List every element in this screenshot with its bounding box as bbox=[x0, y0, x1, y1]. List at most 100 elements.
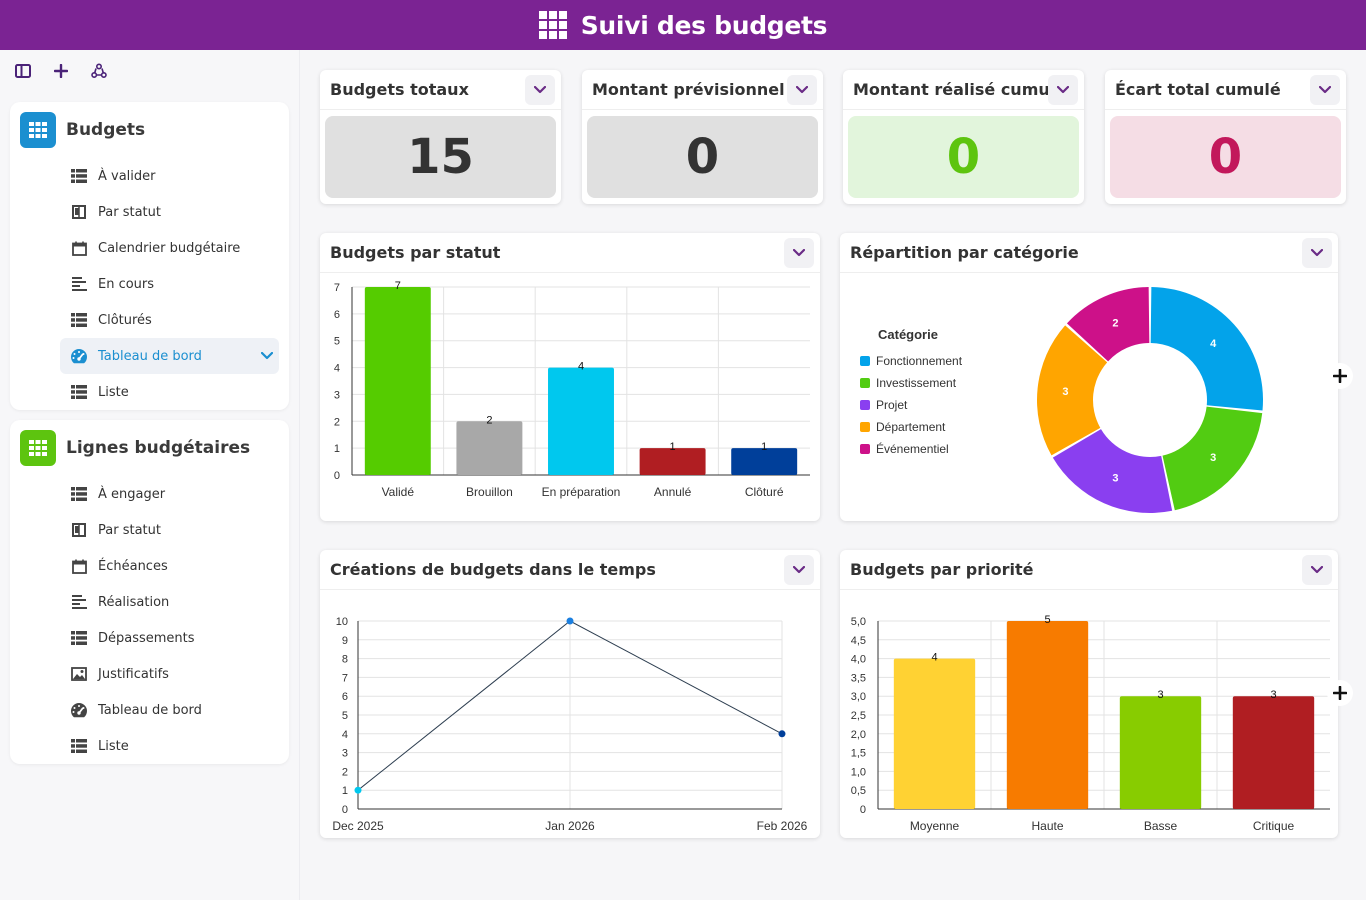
sidebar-item-label: Liste bbox=[98, 384, 129, 400]
sidebar-item-par-statut-lignes[interactable]: Par statut bbox=[60, 512, 279, 548]
table-icon bbox=[70, 383, 88, 401]
y-tick-label: 2 bbox=[342, 766, 348, 778]
y-tick-label: 7 bbox=[334, 282, 340, 294]
x-tick-label: Dec 2025 bbox=[332, 819, 384, 833]
card-menu-button[interactable] bbox=[1310, 74, 1340, 105]
bar bbox=[548, 367, 614, 475]
toggle-sidebar-button[interactable] bbox=[12, 60, 34, 82]
pie-slice bbox=[1150, 287, 1263, 411]
data-label: 3 bbox=[1210, 452, 1216, 464]
y-tick-label: 1,0 bbox=[851, 766, 866, 778]
x-tick-label: Feb 2026 bbox=[757, 819, 808, 833]
data-label: 7 bbox=[395, 280, 401, 292]
kpi-value: 0 bbox=[587, 116, 818, 198]
y-tick-label: 0 bbox=[334, 470, 340, 482]
share-button[interactable] bbox=[88, 60, 110, 82]
dashboard-icon bbox=[70, 347, 88, 365]
x-tick-label: Moyenne bbox=[910, 819, 960, 833]
data-label: 4 bbox=[1210, 338, 1217, 350]
sidebar-item-liste-lignes[interactable]: Liste bbox=[60, 728, 279, 764]
card-menu-button[interactable] bbox=[787, 74, 817, 105]
add-widget-button[interactable] bbox=[1327, 363, 1353, 389]
sidebar-item-justificatifs[interactable]: Justificatifs bbox=[60, 656, 279, 692]
data-label: 4 bbox=[931, 652, 937, 664]
y-tick-label: 4,0 bbox=[851, 654, 866, 666]
sidebar-item-echeances[interactable]: Échéances bbox=[60, 548, 279, 584]
sidebar-item-depassements[interactable]: Dépassements bbox=[60, 620, 279, 656]
bar-chart-status: 0 1 2 3 4 5 6 7 7 Validé 2 Brouillon 4 En préparation… bbox=[334, 280, 810, 499]
data-label: 3 bbox=[1157, 689, 1163, 701]
sidebar-item-calendrier-budgetaire[interactable]: Calendrier budgétaire bbox=[60, 230, 279, 266]
y-tick-label: 10 bbox=[336, 616, 348, 628]
table-icon bbox=[70, 167, 88, 185]
kpi-card-budgets-totaux: Budgets totaux 15 bbox=[320, 70, 561, 204]
card-menu-button[interactable] bbox=[1048, 74, 1078, 105]
chevron-down-icon[interactable] bbox=[260, 349, 274, 364]
sidebar-item-a-engager[interactable]: À engager bbox=[60, 476, 279, 512]
y-tick-label: 9 bbox=[342, 635, 348, 647]
y-tick-label: 8 bbox=[342, 654, 348, 666]
budgets-nav-header[interactable]: Budgets bbox=[10, 102, 289, 158]
y-tick-label: 1,5 bbox=[851, 748, 866, 760]
sidebar-item-liste[interactable]: Liste bbox=[60, 374, 279, 410]
calendar-icon bbox=[70, 557, 88, 575]
kpi-title: Écart total cumulé bbox=[1115, 80, 1281, 99]
card-menu-button[interactable] bbox=[784, 554, 814, 585]
sidebar-item-a-valider[interactable]: À valider bbox=[60, 158, 279, 194]
bar bbox=[731, 448, 798, 475]
legend-label: Événementiel bbox=[876, 441, 949, 456]
add-button[interactable] bbox=[50, 60, 72, 82]
table-icon bbox=[70, 485, 88, 503]
card-menu-button[interactable] bbox=[784, 237, 814, 268]
chevron-down-icon bbox=[1311, 248, 1323, 256]
y-tick-label: 0,5 bbox=[851, 785, 866, 797]
data-label: 3 bbox=[1062, 386, 1068, 398]
sidebar: Budgets À valider Par statut Calendrier … bbox=[0, 50, 300, 900]
card-menu-button[interactable] bbox=[525, 74, 555, 105]
y-tick-label: 5,0 bbox=[851, 616, 866, 628]
y-tick-label: 7 bbox=[342, 672, 348, 684]
timeline-icon bbox=[70, 275, 88, 293]
line-chart-timeline: 0 1 2 3 4 5 6 7 8 9 10 Dec 2025 Jan 2026 Feb 2026 bbox=[332, 616, 808, 833]
data-point bbox=[566, 617, 574, 625]
legend-swatch bbox=[860, 422, 870, 432]
bar bbox=[893, 658, 976, 809]
table-icon bbox=[29, 440, 47, 456]
chart-title: Budgets par statut bbox=[330, 243, 501, 262]
kpi-value: 0 bbox=[1110, 116, 1341, 198]
table-icon bbox=[70, 629, 88, 647]
pie-slice bbox=[1037, 325, 1108, 456]
share-icon bbox=[91, 63, 107, 79]
sidebar-item-clotures[interactable]: Clôturés bbox=[60, 302, 279, 338]
bar bbox=[1119, 696, 1202, 809]
sidebar-item-label: En cours bbox=[98, 276, 155, 292]
sidebar-item-realisation[interactable]: Réalisation bbox=[60, 584, 279, 620]
kanban-icon bbox=[70, 203, 88, 221]
y-tick-label: 4 bbox=[342, 729, 348, 741]
data-label: 1 bbox=[761, 441, 767, 453]
lignes-nav-title: Lignes budgétaires bbox=[66, 438, 251, 458]
sidebar-item-tableau-de-bord-lignes[interactable]: Tableau de bord bbox=[60, 692, 279, 728]
bar-chart-priority: 0 0,5 1,0 1,5 2,0 2,5 3,0 3,5 4,0 4,5 5,0 4 Moyenne 5… bbox=[851, 614, 1330, 833]
card-menu-button[interactable] bbox=[1302, 554, 1332, 585]
lignes-nav-header[interactable]: Lignes budgétaires bbox=[10, 420, 289, 476]
kpi-title: Montant prévisionnel cumulé bbox=[592, 80, 787, 99]
sidebar-item-par-statut[interactable]: Par statut bbox=[60, 194, 279, 230]
card-menu-button[interactable] bbox=[1302, 237, 1332, 268]
plus-icon bbox=[1333, 369, 1347, 383]
add-widget-button[interactable] bbox=[1327, 680, 1353, 706]
chart-title: Répartition par catégorie bbox=[850, 243, 1079, 262]
plus-icon bbox=[54, 64, 68, 78]
sidebar-item-tableau-de-bord[interactable]: Tableau de bord bbox=[60, 338, 279, 374]
pie-slice bbox=[1066, 287, 1150, 362]
data-label: 3 bbox=[1270, 689, 1276, 701]
table-icon bbox=[70, 311, 88, 329]
sidebar-item-en-cours[interactable]: En cours bbox=[60, 266, 279, 302]
x-tick-label: Brouillon bbox=[466, 485, 513, 499]
budgets-badge bbox=[20, 112, 56, 148]
sidebar-item-label: Échéances bbox=[98, 558, 168, 574]
budgets-nav-card: Budgets À valider Par statut Calendrier … bbox=[10, 102, 289, 410]
sidebar-item-label: Par statut bbox=[98, 204, 161, 220]
bar bbox=[1006, 621, 1089, 809]
x-tick-label: Critique bbox=[1253, 819, 1295, 833]
